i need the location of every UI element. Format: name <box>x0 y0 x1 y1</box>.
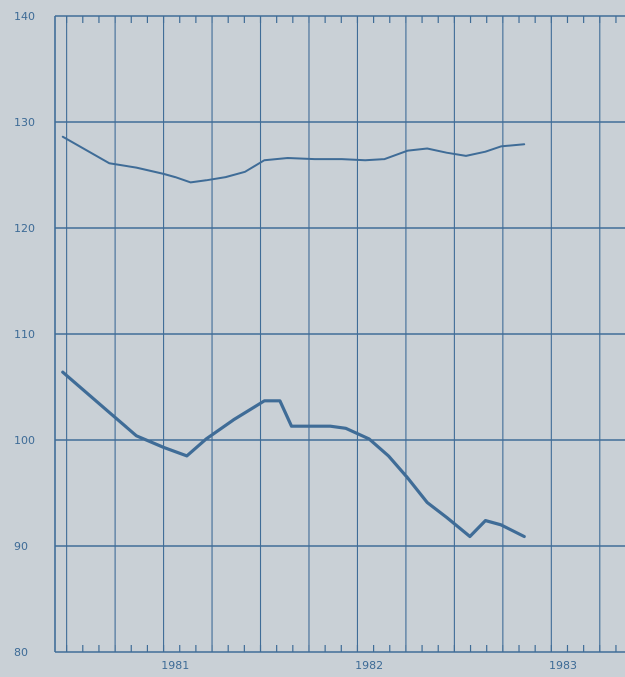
tick-marks <box>66 16 617 652</box>
y-tick-label: 80 <box>14 646 28 659</box>
y-tick-label: 120 <box>14 222 35 235</box>
gridlines <box>55 15 625 653</box>
y-tick-label: 130 <box>14 116 35 129</box>
x-year-label: 1981 <box>161 659 189 672</box>
y-tick-label: 110 <box>14 328 35 341</box>
series-line-lower <box>61 370 526 539</box>
y-tick-label: 140 <box>14 10 35 23</box>
series-lines <box>61 135 526 539</box>
y-tick-label: 90 <box>14 540 28 553</box>
x-year-label: 1982 <box>355 659 383 672</box>
x-year-label: 1983 <box>549 659 577 672</box>
series-line-upper <box>61 135 526 184</box>
axis-labels: 80 90 100 110 120 130 140 1981 1982 1983 <box>14 10 577 672</box>
y-tick-label: 100 <box>14 434 35 447</box>
